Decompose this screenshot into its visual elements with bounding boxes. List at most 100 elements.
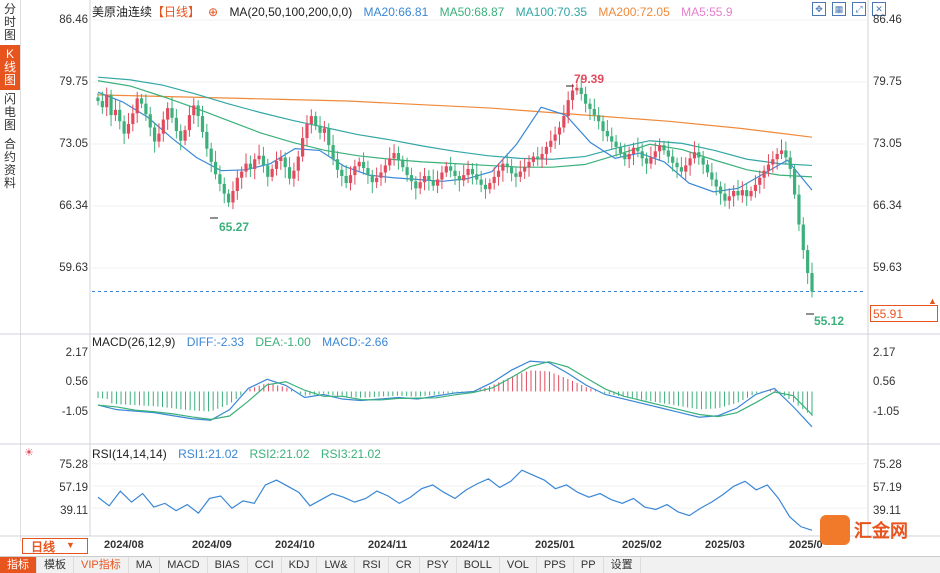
grid-icon[interactable]: ▦	[832, 2, 846, 16]
rsi-axis-right-2: 39.11	[873, 505, 901, 517]
candle-body	[775, 153, 779, 160]
candle-body	[209, 148, 213, 162]
candle-body	[240, 171, 244, 178]
indicator-tab-12[interactable]: BOLL	[457, 557, 500, 573]
indicator-tab-2[interactable]: VIP指标	[74, 557, 129, 573]
sidebar-item-0[interactable]: 分时图	[0, 0, 20, 45]
indicator-tab-0[interactable]: 指标	[0, 557, 37, 573]
candle-body	[714, 179, 718, 187]
instrument-title: 美原油连续	[92, 5, 153, 19]
logo-mark-icon	[820, 515, 850, 545]
macd-diff: DIFF:-2.33	[186, 335, 245, 349]
candle-body	[679, 167, 683, 172]
candle-body	[257, 155, 261, 160]
candle-body	[597, 115, 601, 122]
indicator-tab-11[interactable]: PSY	[420, 557, 457, 573]
candle-body	[557, 127, 562, 135]
candle-body	[501, 163, 505, 171]
candle-body	[205, 131, 209, 149]
macd-diff-line	[97, 360, 813, 428]
candle-body	[653, 151, 657, 158]
candle-body	[779, 150, 784, 154]
candle-body	[527, 161, 531, 168]
candle-body	[244, 163, 248, 172]
candle-body	[348, 175, 353, 184]
price-axis-left-3: 66.34	[59, 200, 88, 212]
chart-header: 美原油连续【日线】 ⊕ MA(20,50,100,200,0,0) MA20:66…	[92, 3, 741, 20]
add-icon[interactable]: ⊕	[208, 5, 219, 19]
period-dropdown-icon[interactable]: ▼	[66, 540, 75, 550]
indicator-tab-3[interactable]: MA	[129, 557, 161, 573]
ma-params-label[interactable]: MA(20,50,100,200,0,0)	[229, 5, 353, 19]
candle-body	[261, 155, 266, 166]
candle-body	[183, 130, 187, 141]
candle-body	[762, 170, 766, 178]
indicator-tab-14[interactable]: PPS	[537, 557, 574, 573]
candle-body	[279, 157, 283, 162]
rsi-label[interactable]: RSI(14,14,14)	[92, 447, 167, 461]
indicator-tab-9[interactable]: RSI	[355, 557, 389, 573]
candle-body	[152, 127, 157, 142]
candle-body	[301, 138, 305, 157]
macd-label[interactable]: MACD(26,12,9)	[92, 335, 176, 349]
close-icon[interactable]: ✕	[872, 2, 886, 16]
indicator-tab-7[interactable]: KDJ	[282, 557, 318, 573]
indicator-tab-1[interactable]: 模板	[37, 557, 74, 573]
x-label-5: 2025/01	[535, 539, 575, 551]
candle-body	[444, 166, 448, 173]
x-label-3: 2024/11	[368, 539, 408, 551]
price-axis-right-1: 79.75	[873, 76, 902, 88]
crosshair-icon[interactable]: ✥	[812, 2, 826, 16]
candle-body	[584, 93, 588, 104]
candle-body	[701, 157, 705, 165]
indicator-tab-4[interactable]: MACD	[160, 557, 208, 573]
rsi-header: RSI(14,14,14) RSI1:21.02 RSI2:21.02 RSI3…	[92, 447, 389, 461]
candle-body	[496, 170, 501, 177]
settings-icon[interactable]: ☀	[24, 447, 34, 459]
candle-body	[375, 177, 379, 183]
indicator-tab-10[interactable]: CR	[389, 557, 420, 573]
period-tag[interactable]: 【日线】	[152, 5, 201, 19]
candle-body	[370, 175, 374, 183]
candle-body	[740, 190, 744, 196]
ma200-value: MA200:72.05	[598, 5, 670, 19]
candle-body	[366, 168, 370, 176]
candle-body	[470, 168, 475, 175]
fullscreen-icon[interactable]: ⤢	[852, 2, 866, 16]
candle-body	[331, 145, 335, 160]
indicator-tab-6[interactable]: CCI	[248, 557, 282, 573]
candle-body	[422, 175, 427, 183]
sidebar-item-2[interactable]: 闪电图	[0, 90, 20, 135]
x-label-2: 2024/10	[275, 539, 315, 551]
sidebar-char: 图	[3, 118, 16, 132]
candle-body	[222, 183, 226, 194]
high-annotation: 79.39	[574, 72, 605, 86]
indicator-tab-16[interactable]: 设置	[604, 557, 641, 573]
indicator-tab-5[interactable]: BIAS	[208, 557, 248, 573]
x-label-4: 2024/12	[450, 539, 490, 551]
candle-body	[662, 145, 666, 151]
candle-body	[544, 146, 549, 154]
candle-body	[235, 177, 239, 191]
period-button[interactable]: 日线	[22, 538, 88, 554]
indicator-tab-13[interactable]: VOL	[500, 557, 537, 573]
candle-body	[753, 184, 758, 191]
sidebar-item-3[interactable]: 合约资料	[0, 135, 20, 193]
x-label-8: 2025/0	[789, 539, 823, 551]
rsi2-value: RSI2:21.02	[249, 447, 310, 461]
candle-body	[305, 123, 309, 139]
candle-body	[283, 157, 287, 168]
candle-body	[810, 273, 814, 292]
macd-axis-left-0: 2.17	[65, 347, 88, 359]
indicator-tab-8[interactable]: LW&	[317, 557, 356, 573]
rsi1-value: RSI1:21.02	[178, 447, 239, 461]
candle-body	[505, 163, 509, 168]
candle-body	[109, 94, 113, 116]
logo: 汇金网	[820, 515, 908, 545]
indicator-tab-15[interactable]: PP	[574, 557, 604, 573]
candle-body	[627, 153, 631, 160]
candle-body	[692, 152, 697, 159]
candle-body	[792, 168, 797, 195]
